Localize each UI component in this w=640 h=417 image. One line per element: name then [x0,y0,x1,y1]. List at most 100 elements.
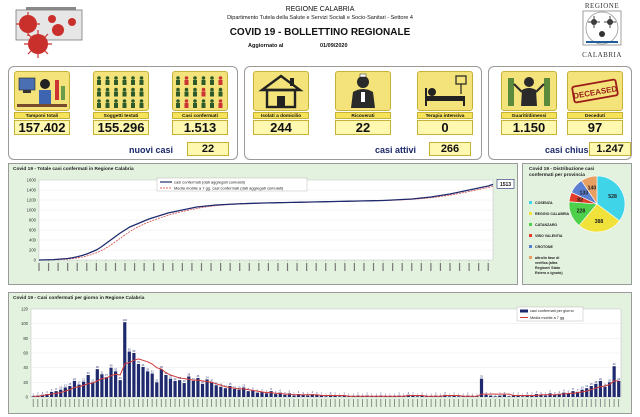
x-tick-label [302,399,304,407]
person-head [105,99,110,103]
person-body [193,91,197,97]
daily-chart-title: Covid 19 - Casi confermati per giorno in… [13,296,145,301]
bar [319,395,324,397]
hospital-bed-icon [417,71,473,111]
bar [315,394,319,397]
person-body [210,80,214,85]
person-head [122,76,127,80]
bar [68,386,72,397]
bar [159,369,163,397]
x-tick-label [119,399,121,407]
x-tick-label [363,263,365,271]
x-tick-label [101,399,103,407]
person-body [114,103,118,108]
bar-data-label: 22 [617,377,620,381]
person-head [139,76,144,80]
bar-data-label: 13 [242,383,245,387]
bar-data-label: 1 [417,392,419,396]
x-tick-label [243,399,245,407]
x-tick-label [430,263,432,271]
bar-data-label: 1 [462,392,464,396]
bar-data-label: 3 [554,391,556,395]
person-body [97,80,101,85]
x-tick-label [124,263,126,271]
x-tick-label [487,263,489,271]
x-tick-label [508,399,510,407]
ricoverati-label: Ricoverati [335,112,391,119]
x-tick-label [311,399,313,407]
bar [95,369,99,397]
x-tick-label [60,399,62,407]
bar-data-label: 20 [155,378,158,382]
soggetti-value: 155.296 [93,120,149,135]
person-body [122,91,127,97]
bar [269,391,273,397]
x-tick-label [252,399,254,407]
stats-band: Tamponi totali 157.402 Soggetti testati … [8,66,632,160]
x-tick-label [471,399,473,407]
bar-data-label: 5 [289,389,291,393]
person-body [193,80,197,85]
x-tick-label [258,263,260,271]
lab-test-icon [14,71,70,111]
x-tick-label [234,399,235,407]
bar [575,391,580,397]
legend-label: VIBO VALENTIA [535,234,563,238]
bar [498,395,502,397]
bar [452,395,456,397]
x-tick-label [128,399,130,407]
person-body [105,80,110,85]
bar-data-label: 1 [348,392,350,396]
bar [246,391,250,397]
x-tick-label [38,263,40,271]
card-tamponi: Tamponi totali 157.402 [14,71,70,137]
person-body [201,91,206,97]
y-tick-label: 1600 [27,178,37,183]
x-tick-label [133,399,135,407]
bar [283,394,287,397]
bar-data-label: 8 [572,387,574,391]
legend-label: casi confermati (dati aggregati cumulati… [174,180,246,185]
bar [228,386,232,397]
bar [150,373,154,397]
bar-data-label: 3 [284,391,286,395]
x-tick-label [357,399,359,407]
bar-data-label: 23 [119,376,122,380]
y-tick-label: 400 [29,238,37,243]
tamponi-label: Tamponi totali [14,112,70,119]
person-head [201,76,206,80]
person-head [218,99,223,103]
person-head [97,99,101,103]
bar-data-label: 25 [480,375,483,379]
bar [310,394,314,397]
bar-data-label: 2 [357,392,359,396]
bar-data-label: 2 [545,392,547,396]
x-tick-label [165,399,167,407]
person-head [105,87,110,92]
pie-slice [581,175,598,205]
house-icon [253,71,309,111]
person-head [131,99,135,103]
legend-swatch [529,212,532,215]
x-tick-label [366,399,368,407]
x-tick-label [133,263,136,271]
x-tick-label [266,399,267,407]
x-tick-label [105,263,107,271]
x-tick-label [267,263,269,271]
bar-data-label: 41 [142,363,145,367]
bar-data-label: 2 [517,392,519,396]
y-tick-label: 60 [23,351,28,356]
bar-data-label: 2 [435,392,437,396]
attivi-label: casi attivi [375,145,417,155]
person-body [210,103,214,108]
person-body [105,91,110,97]
bar-data-label: 3 [316,391,318,395]
deceased-stamp-icon: DECEASED [567,71,623,111]
x-tick-label [67,263,69,271]
confermati-label: Casi confermati [172,112,228,119]
person-body [139,91,144,97]
bar-data-label: 4 [312,390,314,394]
person-head [201,99,206,103]
x-tick-label [115,399,116,407]
bar-data-label: 1 [476,392,478,396]
